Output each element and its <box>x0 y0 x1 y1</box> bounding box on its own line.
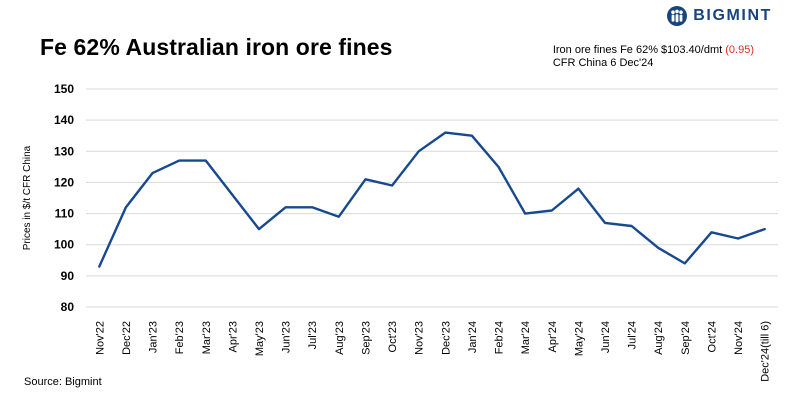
price-note: Iron ore fines Fe 62% $103.40/dmt (0.95)… <box>553 44 754 70</box>
x-tick-label: Jul'23 <box>307 321 319 349</box>
x-tick-label: Nov'23 <box>414 321 426 355</box>
x-tick-label: Mar'24 <box>520 321 532 354</box>
x-tick-label: Apr'23 <box>227 321 239 352</box>
x-tick-label: Sep'24 <box>680 321 692 355</box>
price-note-text: Iron ore fines Fe 62% $103.40/dmt <box>552 44 726 56</box>
x-tick-label: Jun'24 <box>600 321 612 353</box>
source-note: Source: Bigmint <box>24 376 102 388</box>
x-tick-label: Sep'23 <box>360 321 372 355</box>
x-tick-label: May'24 <box>573 321 585 356</box>
x-tick-label: Aug'24 <box>653 321 665 355</box>
y-tick-label: 150 <box>54 82 74 96</box>
brand-logo: BIGMINT <box>666 5 772 27</box>
y-tick-label: 100 <box>54 238 74 252</box>
x-tick-label: Oct'24 <box>706 321 718 352</box>
x-tick-label: Aug'23 <box>334 321 346 355</box>
x-tick-label: Nov'24 <box>733 321 745 355</box>
bigmint-logo-icon <box>667 6 688 26</box>
y-tick-label: 140 <box>54 113 74 127</box>
x-tick-label: Jan'24 <box>467 321 479 353</box>
x-tick-label: Dec'23 <box>440 321 452 355</box>
y-tick-label: 80 <box>61 300 75 314</box>
x-tick-label: Jun'23 <box>281 321 293 353</box>
y-tick-label: 90 <box>61 269 75 283</box>
x-tick-label: Apr'24 <box>547 321 559 352</box>
price-note-line-2: CFR China 6 Dec'24 <box>552 57 654 69</box>
series-line <box>98 131 766 268</box>
x-tick-label: Oct'23 <box>387 321 399 352</box>
x-tick-label: Dec'22 <box>121 321 133 355</box>
x-tick-label: Dec'24(till 6) <box>760 321 772 382</box>
x-tick-label: May'23 <box>254 321 266 356</box>
x-tick-label: Feb'23 <box>174 321 186 354</box>
chart-title: Fe 62% Australian iron ore fines <box>40 34 393 60</box>
x-tick-label: Jul'24 <box>627 321 639 349</box>
x-tick-label: Mar'23 <box>201 321 213 354</box>
x-tick-label: Nov'22 <box>94 321 106 355</box>
price-note-line-1: Iron ore fines Fe 62% $103.40/dmt (0.95) <box>553 44 754 57</box>
price-change: (0.95) <box>725 44 754 56</box>
y-tick-label: 110 <box>55 207 75 221</box>
x-tick-label: Jan'23 <box>148 321 160 353</box>
y-tick-label: 130 <box>54 144 74 158</box>
y-tick-label: 120 <box>54 175 74 189</box>
x-tick-label: Feb'24 <box>494 321 506 354</box>
y-axis-label: Prices in $/t CFR China <box>22 145 33 250</box>
brand-name: BIGMINT <box>693 7 772 24</box>
